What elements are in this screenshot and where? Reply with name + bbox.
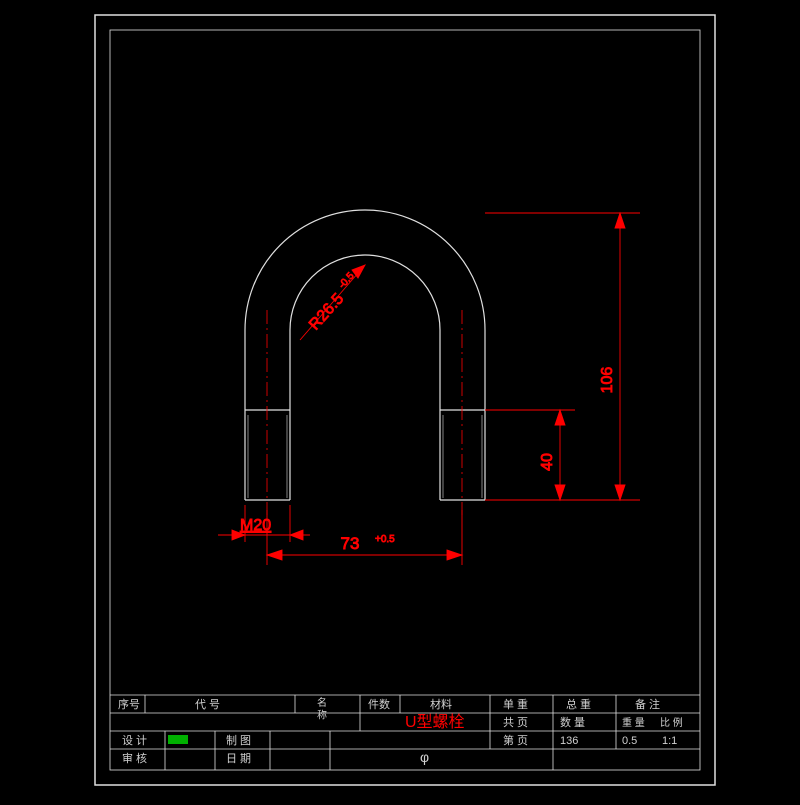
tb-mat: 材料 <box>430 697 452 711</box>
dim-73-tol: +0.5 <box>375 534 395 545</box>
tb-code: 代 号 <box>195 698 220 711</box>
tb-seq: 序号 <box>118 697 140 711</box>
phi-symbol: φ <box>420 749 429 765</box>
ubolt-part <box>245 210 485 500</box>
inner-frame <box>110 30 700 770</box>
tb-136: 136 <box>560 735 578 747</box>
tb-drawn: 制 图 <box>226 734 251 747</box>
tb-uw: 单 重 <box>503 697 528 711</box>
dimensions: 106 40 73 +0.5 M20 R26.5 -0.5 <box>218 213 640 565</box>
dim-106: 106 <box>599 367 616 394</box>
dim-m20: M20 <box>240 517 271 534</box>
tb-date: 日 期 <box>226 752 251 765</box>
tb-name: 名 称 <box>315 696 327 721</box>
tb-qty2: 数 量 <box>560 716 585 729</box>
tb-weight: 重 量 <box>622 716 645 729</box>
tb-check: 审 核 <box>122 751 147 765</box>
part-name: U型螺栓 <box>405 713 465 731</box>
tb-scale: 比 例 <box>660 716 683 729</box>
tb-design: 设 计 <box>122 734 147 747</box>
tb-tw: 总 重 <box>566 697 591 711</box>
tb-note: 备 注 <box>635 697 660 711</box>
centerlines <box>267 310 462 515</box>
outer-frame <box>95 15 715 785</box>
dim-73: 73 <box>341 534 360 553</box>
tb-sheet: 第 页 <box>503 733 528 747</box>
dim-radius: R26.5 <box>306 290 347 333</box>
cad-drawing: 106 40 73 +0.5 M20 R26.5 -0.5 <box>0 0 800 800</box>
dim-40: 40 <box>539 453 556 471</box>
tb-11: 1:1 <box>662 735 677 747</box>
designer-mark <box>168 735 188 744</box>
tb-05: 0.5 <box>622 735 637 747</box>
dim-radius-tol: -0.5 <box>337 270 357 290</box>
tb-qty: 件数 <box>368 698 390 711</box>
tb-sheets: 共 页 <box>503 716 528 729</box>
